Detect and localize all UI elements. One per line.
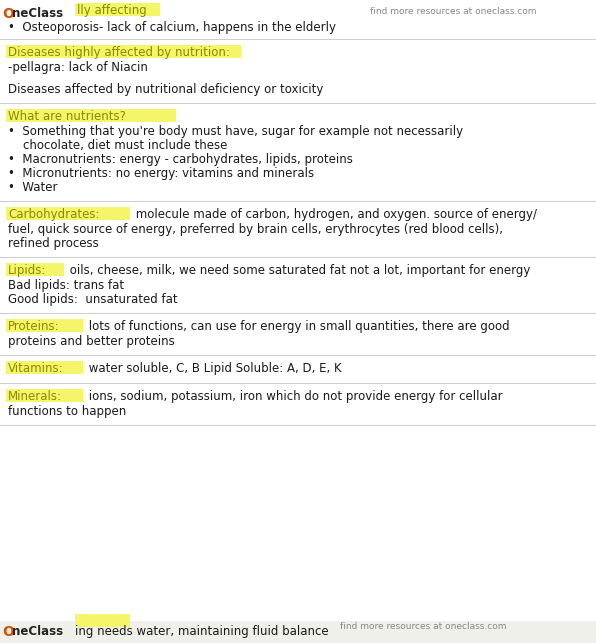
Text: refined process: refined process: [8, 237, 99, 250]
Text: find more resources at oneclass.com: find more resources at oneclass.com: [340, 622, 507, 631]
Text: ions, sodium, potassium, iron which do not provide energy for cellular: ions, sodium, potassium, iron which do n…: [85, 390, 503, 403]
FancyBboxPatch shape: [6, 207, 130, 220]
Text: O: O: [2, 625, 14, 639]
Text: •  Micronutrients: no energy: vitamins and minerals: • Micronutrients: no energy: vitamins an…: [8, 167, 314, 180]
Text: What are nutrients?: What are nutrients?: [8, 110, 126, 123]
FancyBboxPatch shape: [0, 621, 596, 643]
Text: oils, cheese, milk, we need some saturated fat not a lot, important for energy: oils, cheese, milk, we need some saturat…: [66, 264, 531, 277]
Text: Proteins:: Proteins:: [8, 320, 60, 333]
Text: •  Osteoporosis- lack of calcium, happens in the elderly: • Osteoporosis- lack of calcium, happens…: [8, 21, 336, 34]
FancyBboxPatch shape: [6, 109, 176, 122]
Text: -pellagra: lack of Niacin: -pellagra: lack of Niacin: [8, 61, 148, 74]
Text: •  Something that you're body must have, sugar for example not necessarily: • Something that you're body must have, …: [8, 125, 463, 138]
Text: •  Water: • Water: [8, 181, 57, 194]
FancyBboxPatch shape: [6, 263, 64, 276]
Text: Diseases affected by nutritional deficiency or toxicity: Diseases affected by nutritional deficie…: [8, 83, 324, 96]
Text: Bad lipids: trans fat: Bad lipids: trans fat: [8, 279, 124, 292]
FancyBboxPatch shape: [75, 614, 130, 627]
Text: water soluble, C, B Lipid Soluble: A, D, E, K: water soluble, C, B Lipid Soluble: A, D,…: [85, 362, 342, 375]
Text: find more resources at oneclass.com: find more resources at oneclass.com: [370, 7, 536, 16]
Text: proteins and better proteins: proteins and better proteins: [8, 335, 175, 348]
Text: neClass: neClass: [12, 7, 63, 20]
Text: lly affecting: lly affecting: [77, 4, 147, 17]
Text: lots of functions, can use for energy in small quantities, there are good: lots of functions, can use for energy in…: [85, 320, 510, 333]
Text: Minerals:: Minerals:: [8, 390, 62, 403]
Text: ing needs water, maintaining fluid balance: ing needs water, maintaining fluid balan…: [75, 625, 328, 638]
FancyBboxPatch shape: [6, 389, 83, 402]
Text: O: O: [2, 7, 14, 21]
Text: Carbohydrates:: Carbohydrates:: [8, 208, 100, 221]
FancyBboxPatch shape: [6, 45, 241, 58]
Text: functions to happen: functions to happen: [8, 405, 126, 418]
Text: molecule made of carbon, hydrogen, and oxygen. source of energy/: molecule made of carbon, hydrogen, and o…: [132, 208, 537, 221]
Text: Diseases highly affected by nutrition:: Diseases highly affected by nutrition:: [8, 46, 230, 59]
FancyBboxPatch shape: [6, 361, 83, 374]
FancyBboxPatch shape: [75, 3, 160, 16]
Text: •  Macronutrients: energy - carbohydrates, lipids, proteins: • Macronutrients: energy - carbohydrates…: [8, 153, 353, 166]
FancyBboxPatch shape: [6, 319, 83, 332]
Text: chocolate, diet must include these: chocolate, diet must include these: [8, 139, 228, 152]
Text: Lipids:: Lipids:: [8, 264, 46, 277]
Text: Vitamins:: Vitamins:: [8, 362, 64, 375]
Text: Good lipids:  unsaturated fat: Good lipids: unsaturated fat: [8, 293, 178, 306]
Text: neClass: neClass: [12, 625, 63, 638]
Text: fuel, quick source of energy, preferred by brain cells, erythrocytes (red blood : fuel, quick source of energy, preferred …: [8, 223, 503, 236]
